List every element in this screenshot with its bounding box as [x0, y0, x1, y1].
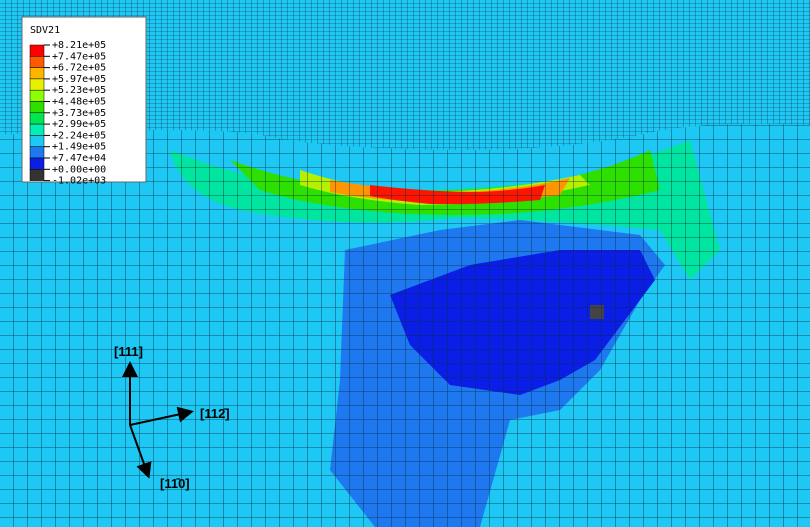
legend-label: +6.72e+05 — [52, 63, 106, 74]
legend-swatch — [30, 158, 44, 169]
legend-swatch — [30, 68, 44, 79]
legend-label: +1.49e+05 — [52, 142, 106, 153]
legend-label: -1.02e+03 — [52, 176, 106, 187]
axis-label: [112̄] — [200, 406, 230, 421]
legend-label: +7.47e+04 — [52, 153, 106, 164]
legend-swatch — [30, 124, 44, 135]
legend-label: +5.23e+05 — [52, 85, 106, 96]
legend-swatch — [30, 45, 44, 56]
legend-swatch — [30, 79, 44, 90]
legend-swatch — [30, 102, 44, 113]
legend-label: +3.73e+05 — [52, 108, 106, 119]
legend-swatch — [30, 113, 44, 124]
legend-label: +4.48e+05 — [52, 97, 106, 108]
legend-swatch — [30, 56, 44, 67]
fem-plot: [111] [112̄] [11̄0] SDV21 +8.21e+05+7.47… — [0, 0, 810, 527]
legend-label: +5.97e+05 — [52, 74, 106, 85]
legend: SDV21 +8.21e+05+7.47e+05+6.72e+05+5.97e+… — [22, 17, 146, 187]
legend-label: +0.00e+00 — [52, 164, 106, 175]
coarse-mesh — [0, 124, 810, 527]
legend-label: +2.24e+05 — [52, 130, 106, 141]
legend-label: +8.21e+05 — [52, 40, 106, 51]
legend-swatch — [30, 90, 44, 101]
legend-label: +2.99e+05 — [52, 119, 106, 130]
legend-label: +7.47e+05 — [52, 51, 106, 62]
legend-swatch — [30, 169, 44, 180]
axis-label: [11̄0] — [160, 476, 190, 491]
axis-label: [111] — [114, 344, 143, 359]
legend-title: SDV21 — [30, 25, 60, 36]
legend-swatch — [30, 147, 44, 158]
legend-swatch — [30, 135, 44, 146]
